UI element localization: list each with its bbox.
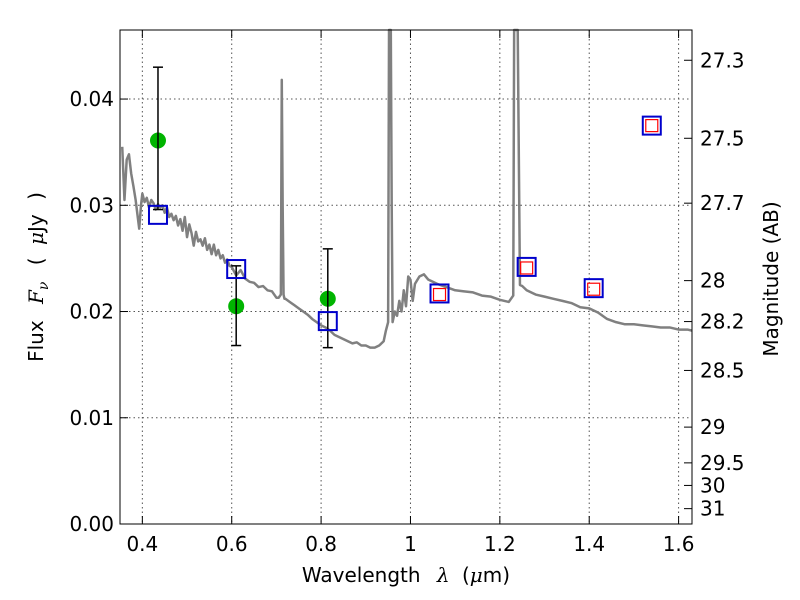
blue-square-marker [641, 115, 662, 136]
y-axis-unit-close: ) [24, 192, 48, 200]
x-tick-label: 0.6 [216, 532, 248, 556]
y-tick-label: 0.00 [69, 512, 114, 536]
right-tick-label: 29 [700, 415, 725, 439]
right-tick-label: 27.7 [700, 191, 745, 215]
y-axis-subscript: ν [36, 281, 52, 290]
x-tick-label: 1.2 [484, 532, 516, 556]
right-axis-title: Magnitude (AB) [759, 201, 783, 356]
y-axis-unit-rest: Jy [24, 214, 48, 234]
y-axis-unit-mu: μ [24, 232, 48, 245]
y-axis-title: Flux Fν ( μJy ) [24, 192, 53, 362]
red-square-marker [432, 287, 447, 302]
right-tick-label: 28.5 [700, 358, 745, 382]
right-tick-label: 28 [700, 269, 725, 293]
y-axis-symbol: F [24, 289, 48, 305]
x-tick-label: 1.4 [573, 532, 605, 556]
x-tick-label: 1.6 [663, 532, 695, 556]
blue-square-marker [429, 283, 450, 304]
y-tick-label: 0.02 [69, 300, 114, 324]
model-sed-layer [120, 28, 693, 349]
x-tick-label: 0.4 [126, 532, 158, 556]
y-axis-title-text: Flux [24, 320, 48, 362]
blue-square-marker [317, 311, 338, 332]
right-tick-label: 27.5 [700, 126, 745, 150]
plot-frame [119, 29, 693, 525]
blue-square-marker [516, 256, 537, 277]
grid-layer [120, 30, 692, 525]
x-tick-label: 1 [404, 532, 417, 556]
right-tick-label: 29.5 [700, 451, 745, 475]
right-tick-label: 31 [700, 497, 725, 521]
model-sed-line [120, 28, 693, 349]
x-axis-title-text: Wavelength [302, 563, 421, 587]
blue-square-marker [147, 204, 168, 225]
y-tick-label: 0.01 [69, 406, 114, 430]
x-axis-unit-mu: μ [470, 563, 483, 587]
x-axis-title: Wavelength λ (μm) [302, 563, 510, 587]
y-axis-unit-open: ( [24, 257, 48, 265]
blue-square-marker [583, 278, 604, 299]
y-tick-label: 0.03 [69, 193, 114, 217]
x-tick-label: 0.8 [305, 532, 337, 556]
right-tick-label: 28.2 [700, 310, 745, 334]
red-square-marker [520, 261, 534, 275]
x-axis-unit-rest: m) [483, 563, 510, 587]
red-square-marker [587, 282, 601, 296]
right-tick-label: 27.3 [700, 48, 745, 72]
x-axis-unit-open: ( [462, 563, 470, 587]
y-tick-label: 0.04 [69, 87, 114, 111]
right-tick-label: 30 [700, 473, 725, 497]
tick-layer: 0.4 0.6 0.8 1 1.2 1.4 1.6 0.00 0.01 0.02 0.03 0.04 2… [69, 30, 745, 556]
blue-square-marker [226, 259, 247, 280]
x-axis-lambda: λ [436, 563, 450, 587]
red-square-marker [645, 119, 659, 133]
marker-layer [147, 66, 662, 349]
